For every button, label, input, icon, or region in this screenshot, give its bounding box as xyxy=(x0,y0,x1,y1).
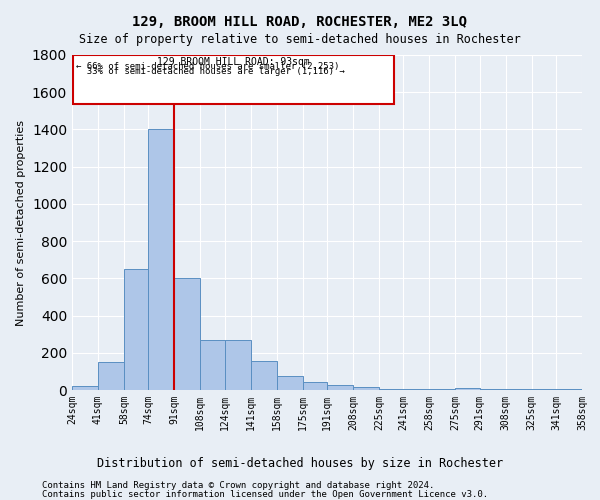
Bar xyxy=(175,278,200,390)
Bar xyxy=(200,340,224,390)
Bar xyxy=(148,130,175,390)
Bar xyxy=(277,376,302,390)
Text: ← 66% of semi-detached houses are smaller (2,253): ← 66% of semi-detached houses are smalle… xyxy=(76,62,339,71)
Text: 129, BROOM HILL ROAD, ROCHESTER, ME2 3LQ: 129, BROOM HILL ROAD, ROCHESTER, ME2 3LQ xyxy=(133,15,467,29)
Text: Distribution of semi-detached houses by size in Rochester: Distribution of semi-detached houses by … xyxy=(97,458,503,470)
Text: 129 BROOM HILL ROAD: 93sqm: 129 BROOM HILL ROAD: 93sqm xyxy=(157,57,310,67)
Bar xyxy=(430,389,455,390)
Text: Contains HM Land Registry data © Crown copyright and database right 2024.: Contains HM Land Registry data © Crown c… xyxy=(42,481,434,490)
Bar xyxy=(479,389,506,390)
Bar xyxy=(379,389,403,390)
Bar xyxy=(224,340,251,390)
Text: Size of property relative to semi-detached houses in Rochester: Size of property relative to semi-detach… xyxy=(79,32,521,46)
Bar xyxy=(556,389,582,390)
Bar xyxy=(124,269,148,390)
FancyBboxPatch shape xyxy=(73,55,394,104)
Bar xyxy=(327,386,353,390)
Bar xyxy=(72,386,98,390)
Bar xyxy=(98,362,124,390)
Y-axis label: Number of semi-detached properties: Number of semi-detached properties xyxy=(16,120,26,326)
Bar xyxy=(455,388,479,390)
Bar xyxy=(302,382,327,390)
Bar xyxy=(532,389,556,390)
Bar xyxy=(506,389,532,390)
Bar xyxy=(251,361,277,390)
Bar xyxy=(353,387,379,390)
Bar xyxy=(403,389,430,390)
Text: 33% of semi-detached houses are larger (1,116) →: 33% of semi-detached houses are larger (… xyxy=(76,66,344,76)
Text: Contains public sector information licensed under the Open Government Licence v3: Contains public sector information licen… xyxy=(42,490,488,499)
